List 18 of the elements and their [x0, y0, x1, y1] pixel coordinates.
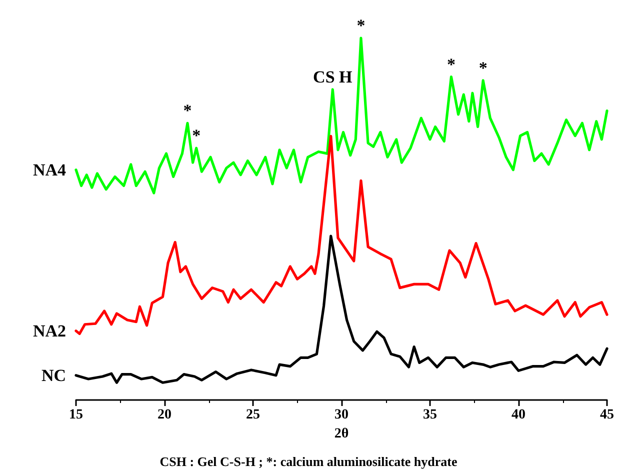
annotation: CS H: [313, 67, 352, 86]
annotation: *: [183, 101, 192, 120]
series-label: NA4: [32, 160, 66, 180]
annotation: *: [356, 16, 366, 36]
text: CSH : Gel C-S-H ; *: calcium aluminosilicate hydrate: [160, 454, 458, 469]
x-tick-label: 35: [423, 408, 437, 422]
x-tick-label: 20: [158, 408, 172, 422]
annotation: *: [478, 58, 488, 78]
x-tick-label: 30: [334, 408, 348, 422]
x-tick-label: 25: [246, 408, 260, 422]
annotation: *: [192, 126, 201, 146]
annotation: *: [446, 54, 456, 74]
series-label: NA2: [32, 321, 66, 340]
x-tick-label: 40: [512, 408, 526, 422]
x-tick-label: 15: [69, 408, 83, 422]
series-label: NC: [41, 366, 66, 385]
x-axis-title: 2θ: [334, 426, 349, 442]
x-tick-label: 45: [600, 408, 614, 422]
